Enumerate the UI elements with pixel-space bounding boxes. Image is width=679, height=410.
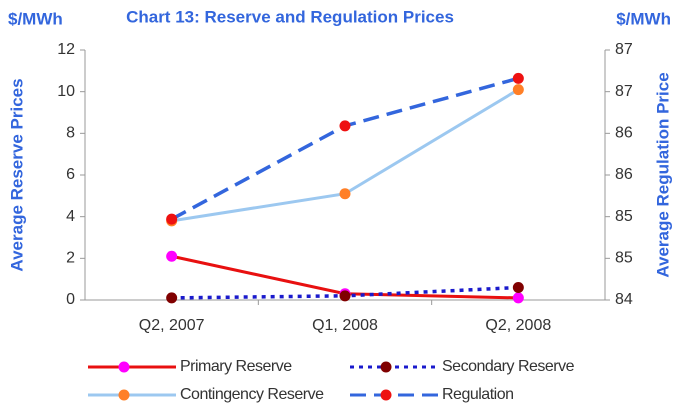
marker [512,282,524,293]
y-tick-label: 0 [66,291,75,308]
x-tick-label: Q1, 2008 [312,317,378,334]
legend-marker [118,389,130,401]
legend-label: Primary Reserve [180,358,292,375]
series-line [171,88,520,223]
chart-title: Chart 13: Reserve and Regulation Prices [126,7,454,26]
marker [512,72,524,84]
marker [339,120,351,132]
legend-marker [380,389,392,401]
marker [339,290,351,302]
y2-axis-label: Average Regulation Price [653,72,672,277]
legend-marker [118,361,130,373]
y-tick-label: 2 [66,250,75,267]
y2-tick-label: 85 [615,208,633,225]
marker [512,292,524,304]
y2-tick-label: 87 [615,83,633,100]
y-tick-label: 8 [66,125,75,142]
marker [166,250,178,262]
x-tick-label: Q2, 2008 [485,317,551,334]
legend-label: Contingency Reserve [180,386,324,403]
marker [166,292,178,304]
marker [339,188,351,200]
y2-tick-label: 84 [615,291,633,308]
y2-tick-label: 87 [615,41,633,58]
y2-tick-label: 85 [615,250,633,267]
marker [166,213,178,225]
marker [512,84,524,96]
y2-unit: $/MWh [616,9,671,28]
y2-tick-label: 86 [615,125,633,142]
x-tick-label: Q2, 2007 [139,317,205,334]
legend-marker [380,361,392,373]
y-unit: $/MWh [8,9,63,28]
y-tick-label: 12 [57,41,75,58]
y-tick-label: 4 [66,208,75,225]
legend-label: Secondary Reserve [442,358,575,375]
y-axis-label: Average Reserve Prices [7,78,26,271]
y-tick-label: 10 [57,83,75,100]
legend-label: Regulation [442,386,514,403]
y2-tick-label: 86 [615,166,633,183]
y-tick-label: 6 [66,166,75,183]
